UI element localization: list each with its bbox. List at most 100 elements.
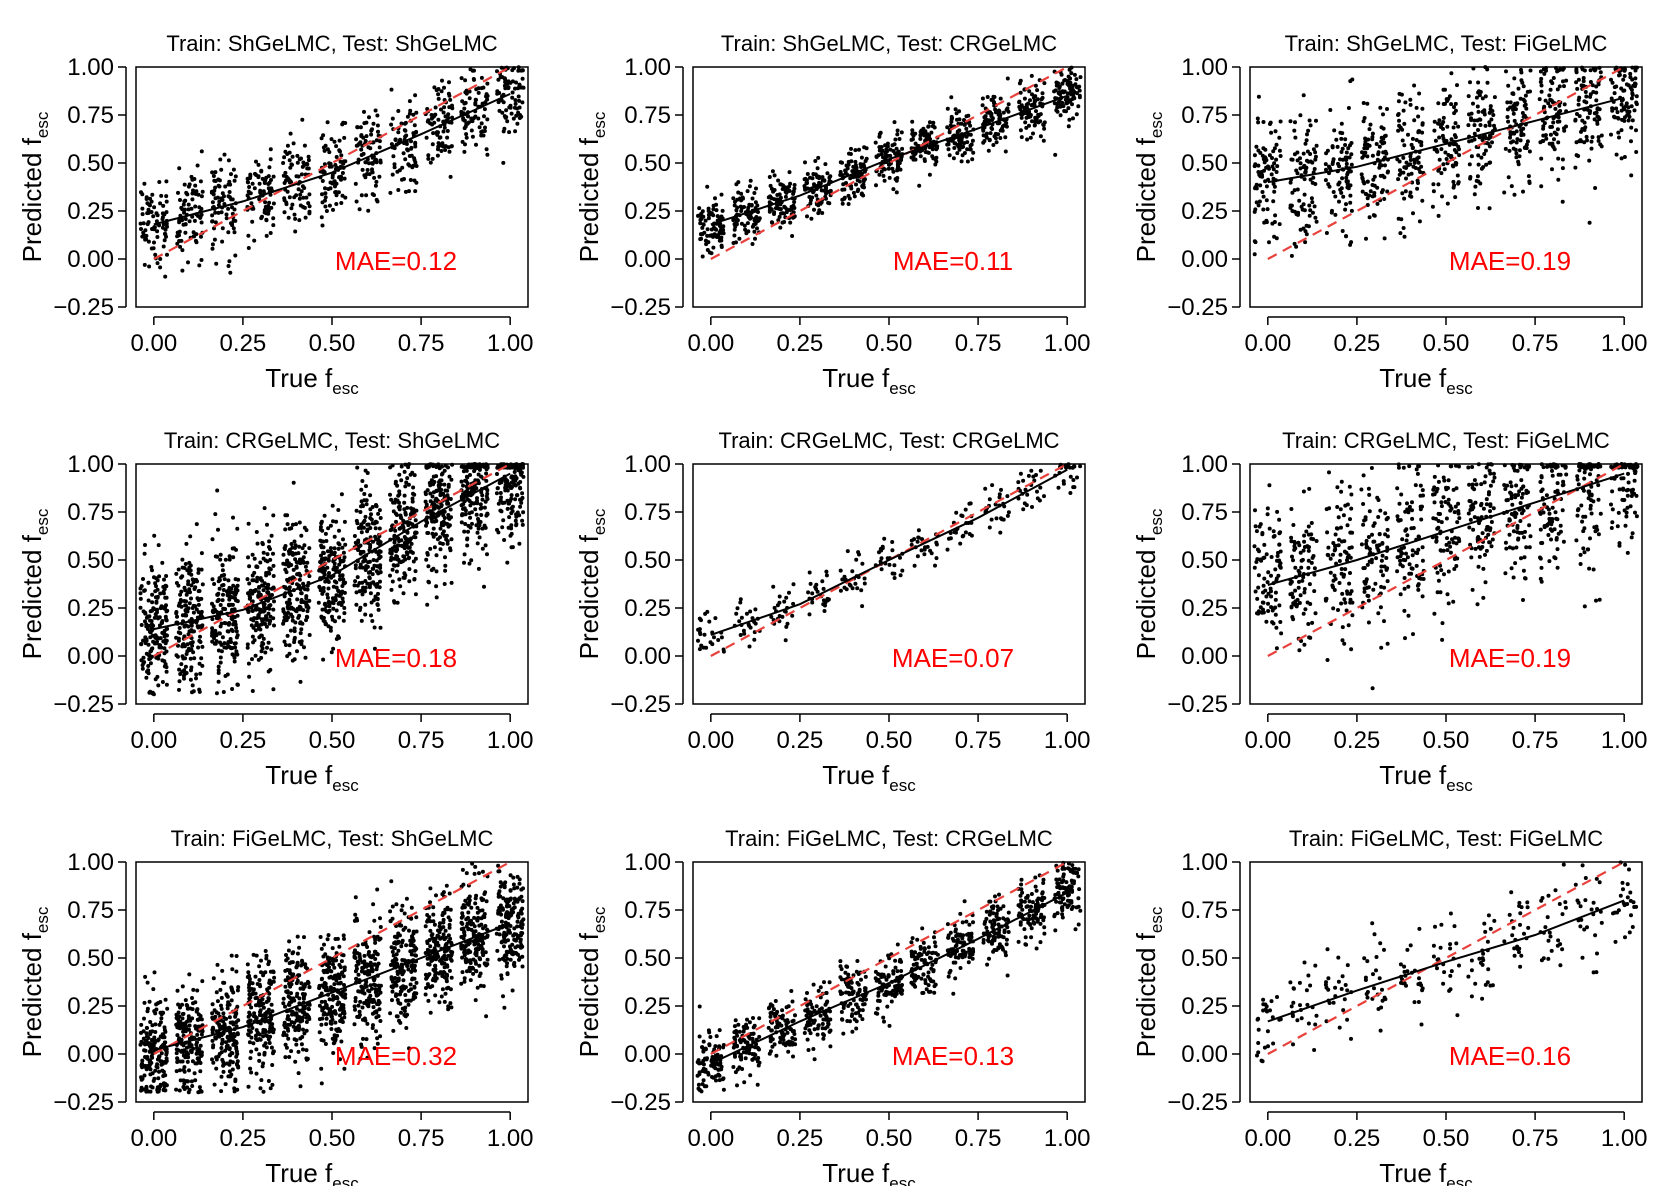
data-point: [190, 683, 195, 688]
data-point: [1514, 151, 1519, 156]
data-point: [1252, 164, 1257, 169]
panel-2b-points: [696, 462, 1083, 654]
data-point: [224, 212, 229, 217]
y-tick-label: 0.50: [624, 150, 671, 177]
data-point: [342, 176, 347, 181]
data-point: [783, 189, 788, 194]
data-point: [217, 586, 222, 591]
data-point: [233, 253, 238, 258]
data-point: [363, 585, 368, 590]
data-point: [390, 116, 395, 121]
panel-1b-trend-line: [710, 94, 1068, 226]
panel-1c-trend-line: [1267, 96, 1625, 184]
data-point: [292, 212, 297, 217]
data-point: [245, 180, 250, 184]
data-point: [461, 483, 465, 488]
data-point: [1574, 140, 1579, 145]
data-point: [949, 95, 954, 100]
data-point: [1348, 242, 1353, 247]
data-point: [732, 222, 737, 227]
data-point: [1594, 110, 1599, 115]
data-point: [464, 465, 468, 470]
data-point: [164, 595, 169, 600]
data-point: [158, 591, 163, 596]
data-point: [707, 619, 712, 624]
data-point: [968, 132, 973, 137]
data-point: [187, 182, 192, 187]
data-point: [154, 640, 159, 645]
data-point: [1071, 116, 1075, 121]
data-point: [263, 178, 268, 183]
data-point: [321, 566, 326, 571]
data-point: [148, 203, 152, 208]
data-point: [1453, 142, 1458, 147]
data-point: [227, 190, 232, 194]
data-point: [271, 607, 276, 612]
data-point: [1557, 84, 1562, 89]
data-point: [478, 465, 483, 469]
data-point: [375, 199, 380, 204]
data-point: [430, 501, 435, 506]
data-point: [1330, 145, 1335, 150]
data-point: [476, 526, 481, 531]
data-point: [389, 551, 394, 556]
data-point: [402, 469, 407, 474]
data-point: [413, 144, 418, 149]
data-point: [485, 511, 490, 516]
data-point: [194, 522, 199, 527]
data-point: [953, 107, 958, 112]
data-point: [293, 620, 298, 625]
data-point: [465, 536, 470, 541]
data-point: [705, 227, 710, 232]
data-point: [159, 604, 164, 609]
data-point: [199, 234, 203, 239]
data-point: [1064, 109, 1068, 114]
data-point: [1513, 147, 1518, 152]
data-point: [217, 631, 222, 636]
data-point: [1305, 132, 1309, 137]
data-point: [359, 193, 364, 198]
data-point: [1398, 168, 1402, 173]
data-point: [484, 471, 489, 476]
data-point: [296, 615, 301, 620]
data-point: [330, 614, 334, 619]
data-point: [286, 564, 291, 569]
data-point: [1267, 153, 1272, 158]
data-point: [1374, 142, 1379, 146]
data-point: [288, 547, 292, 552]
data-point: [359, 530, 364, 535]
data-point: [160, 619, 165, 623]
data-point: [372, 175, 377, 180]
data-point: [405, 505, 410, 510]
panel-2a-title: Train: CRGeLMC, Test: ShGeLMC: [164, 428, 500, 453]
data-point: [199, 609, 204, 614]
data-point: [712, 635, 716, 640]
data-point: [955, 130, 960, 135]
data-point: [327, 571, 331, 575]
data-point: [292, 657, 297, 662]
data-point: [1520, 111, 1525, 115]
data-point: [1023, 120, 1028, 125]
data-point: [479, 513, 484, 517]
data-point: [706, 209, 711, 213]
data-point: [434, 595, 439, 600]
data-point: [358, 125, 363, 130]
data-point: [792, 200, 797, 204]
data-point: [1417, 91, 1422, 96]
data-point: [230, 687, 235, 691]
data-point: [1314, 143, 1319, 148]
data-point: [377, 549, 382, 554]
data-point: [366, 145, 371, 150]
data-point: [1626, 118, 1631, 123]
data-point: [373, 582, 378, 587]
data-point: [265, 552, 270, 557]
x-tick-label: 0.50: [309, 330, 356, 357]
data-point: [198, 634, 202, 639]
data-point: [139, 190, 143, 195]
data-point: [199, 551, 204, 556]
data-point: [1067, 67, 1072, 72]
data-point: [1412, 83, 1417, 88]
data-point: [1503, 146, 1508, 151]
data-point: [1307, 203, 1312, 208]
data-point: [282, 210, 287, 215]
